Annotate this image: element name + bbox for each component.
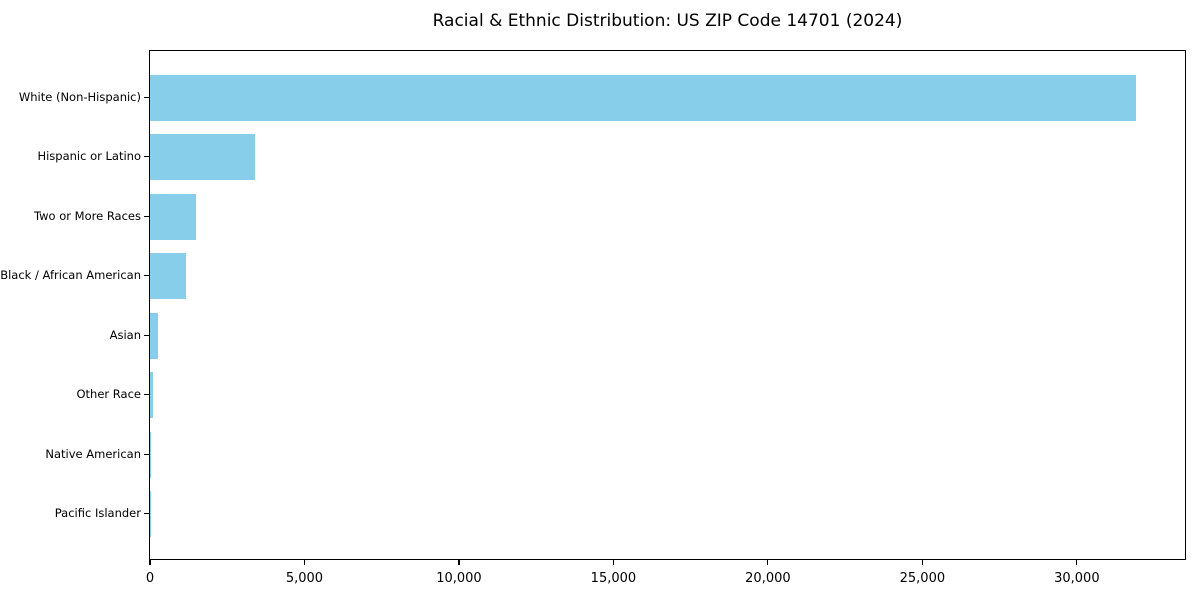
bar: [150, 74, 1136, 121]
bar: [150, 312, 159, 359]
y-tick: [144, 334, 149, 336]
x-tick: [149, 560, 151, 565]
x-tick: [767, 560, 769, 565]
y-tick: [144, 215, 149, 217]
y-tick: [144, 96, 149, 98]
x-tick-label: 20,000: [745, 571, 791, 586]
y-tick-label: Other Race: [76, 387, 142, 401]
bar: [150, 431, 151, 478]
bar: [150, 253, 186, 299]
y-tick-label: Black / African American: [0, 268, 141, 282]
x-tick: [458, 560, 460, 565]
x-tick: [921, 560, 923, 565]
y-tick-label: Native American: [45, 446, 141, 461]
y-tick: [144, 156, 149, 158]
x-tick-label: 15,000: [590, 571, 637, 586]
bar: [150, 193, 197, 240]
x-tick: [303, 560, 306, 565]
y-tick: [144, 453, 149, 455]
x-tick: [1076, 560, 1078, 565]
x-tick-label: 25,000: [899, 571, 946, 586]
y-tick-label: Pacific Islander: [54, 506, 141, 520]
y-tick-label: Hispanic or Latino: [37, 149, 141, 163]
bar: [150, 372, 153, 418]
y-tick-label: Two or More Races: [34, 208, 141, 223]
x-tick-label: 30,000: [1054, 571, 1100, 586]
x-tick-label: 10,000: [436, 571, 482, 586]
x-tick-label: 0: [145, 571, 155, 586]
plot-area: [149, 50, 1186, 560]
x-tick: [612, 560, 615, 565]
bar: [150, 134, 256, 180]
y-tick: [144, 394, 149, 396]
y-tick-label: White (Non-Hispanic): [18, 89, 141, 104]
chart-title: Racial & Ethnic Distribution: US ZIP Cod…: [432, 11, 903, 31]
y-tick: [144, 513, 149, 515]
y-tick: [144, 275, 149, 277]
x-tick-label: 5,000: [285, 571, 324, 586]
y-tick-label: Asian: [109, 327, 141, 342]
